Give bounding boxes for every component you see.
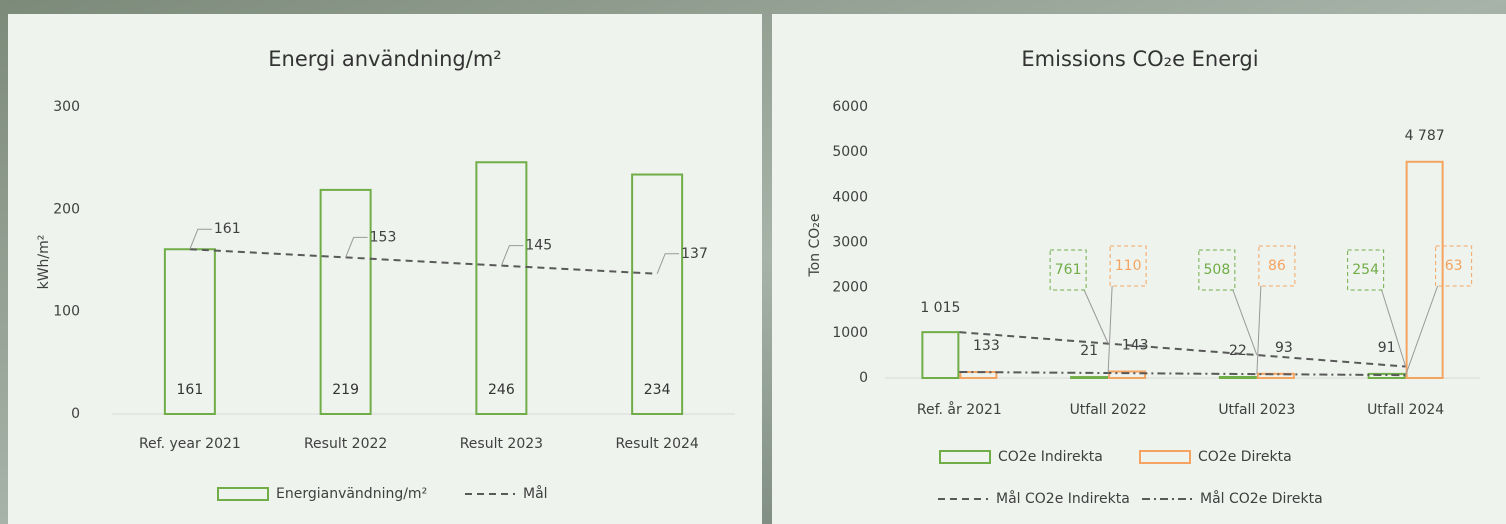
data-label: 761 [1055,262,1082,278]
legend-label: CO2e Indirekta [998,449,1103,465]
x-tick-label: Utfall 2024 [1367,402,1444,418]
x-tick-label: Ref. year 2021 [139,436,241,452]
x-tick-label: Result 2022 [304,436,387,452]
y-tick-label: 4000 [832,189,868,205]
page: Energi användning/m² Emissions CO₂e Ener… [0,0,1506,524]
data-label: 21 [1080,343,1098,359]
data-label: 93 [1275,340,1293,356]
y-tick-label: 2000 [832,280,868,296]
bar [1220,377,1256,378]
y-tick-label: 100 [53,304,80,320]
x-tick-label: Result 2023 [460,436,543,452]
legend-label: Energianvändning/m² [276,486,427,502]
data-label: 137 [681,246,708,262]
data-label: 234 [644,382,671,398]
y-tick-label: 3000 [832,235,868,251]
data-label: 145 [525,238,552,254]
screen: Energi användning/m² Emissions CO₂e Ener… [0,0,1506,524]
data-label: 508 [1204,262,1231,278]
x-tick-label: Ref. år 2021 [917,401,1002,418]
y-tick-label: 0 [71,406,80,422]
y-tick-label: 200 [53,201,80,217]
data-label: 133 [973,338,1000,354]
y-tick-label: 300 [53,99,80,115]
data-label: 246 [488,382,515,398]
data-label: 161 [214,221,241,237]
y-tick-label: 5000 [832,144,868,160]
bar [1071,377,1107,378]
chart-title: Energi användning/m² [268,47,501,71]
y-tick-label: 0 [859,370,868,386]
legend-label: Mål CO2e Indirekta [996,490,1130,507]
data-label: 153 [370,229,397,245]
chart-title: Emissions CO₂e Energi [1021,47,1258,71]
x-tick-label: Utfall 2023 [1218,402,1295,418]
y-axis-label: Ton CO₂e [807,213,823,277]
legend-label: CO2e Direkta [1198,449,1292,465]
data-label: 254 [1352,262,1379,278]
legend-label: Mål [523,485,548,502]
x-tick-label: Utfall 2022 [1070,402,1147,418]
legend-label: Mål CO2e Direkta [1200,490,1323,507]
data-label: 1 015 [920,300,960,316]
x-tick-label: Result 2024 [615,436,698,452]
y-tick-label: 6000 [832,99,868,115]
y-tick-label: 1000 [832,325,868,341]
y-axis-label: kWh/m² [36,235,52,290]
data-label: 4 787 [1405,128,1445,144]
data-label: 91 [1378,340,1396,356]
data-label: 22 [1229,343,1247,359]
data-label: 63 [1445,258,1463,274]
data-label: 86 [1268,258,1286,274]
data-label: 161 [177,382,204,398]
data-label: 110 [1115,258,1142,274]
data-label: 219 [332,382,359,398]
